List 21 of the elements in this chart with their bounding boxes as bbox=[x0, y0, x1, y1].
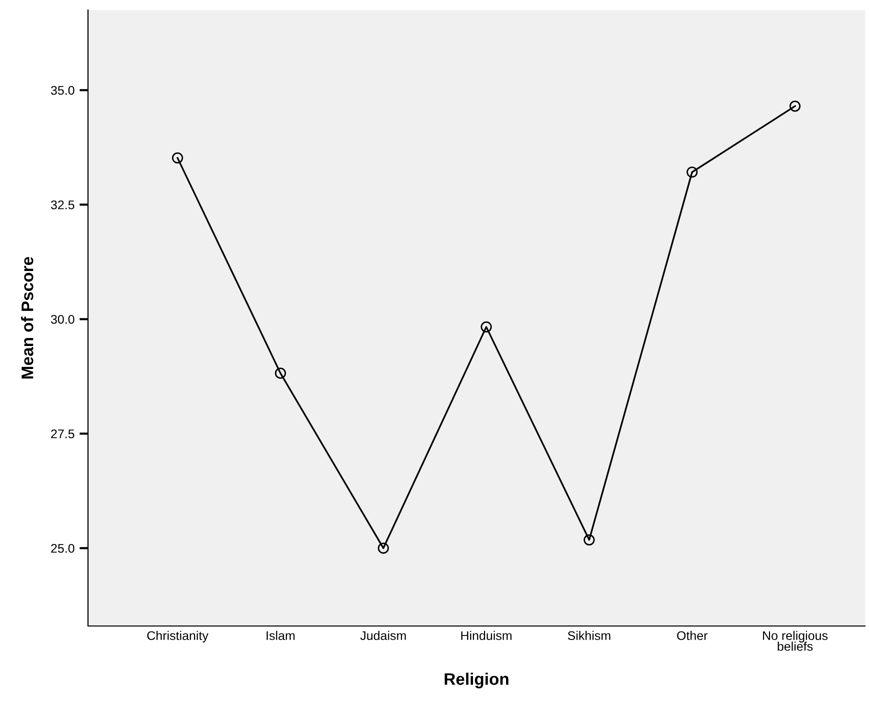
y-tick-label: 25.0 bbox=[51, 544, 74, 553]
y-tick-label: 30.0 bbox=[50, 314, 74, 324]
x-tick-label: No religious beliefs bbox=[763, 630, 828, 651]
x-tick-label: Christianity bbox=[147, 630, 208, 643]
x-tick-label: Judaism bbox=[360, 630, 406, 640]
x-tick-label: Islam bbox=[266, 630, 295, 640]
y-tick-label: 35.0 bbox=[50, 86, 74, 95]
point bbox=[584, 534, 595, 546]
x-tick-label: Hinduism bbox=[461, 630, 512, 640]
point bbox=[686, 166, 698, 178]
point bbox=[378, 542, 389, 554]
point bbox=[480, 321, 492, 332]
y-axis-title: Mean of Pscore bbox=[21, 256, 34, 378]
point bbox=[274, 368, 286, 379]
point bbox=[789, 100, 801, 112]
y-tick-label: 32.5 bbox=[50, 200, 74, 210]
y-tick-label: 27.5 bbox=[51, 429, 74, 438]
point bbox=[172, 152, 184, 164]
x-tick-label: Sikhism bbox=[568, 630, 610, 640]
x-tick-label: Other bbox=[677, 630, 708, 640]
x-axis-title: Religion bbox=[444, 672, 508, 688]
